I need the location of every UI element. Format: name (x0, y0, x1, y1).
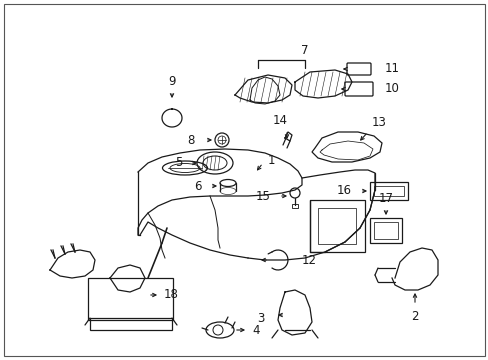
Text: 4: 4 (251, 324, 259, 337)
Text: 18: 18 (163, 288, 179, 302)
Text: 6: 6 (194, 180, 202, 193)
Text: 1: 1 (267, 153, 275, 166)
Text: 7: 7 (301, 44, 308, 57)
Text: 13: 13 (371, 116, 386, 129)
Text: 8: 8 (187, 134, 195, 147)
Text: 2: 2 (410, 310, 418, 323)
Text: 16: 16 (336, 184, 351, 198)
Bar (369, 182, 407, 200)
Bar (317, 208, 355, 244)
Text: 12: 12 (302, 255, 316, 267)
Text: 14: 14 (272, 114, 287, 127)
Bar (373, 222, 397, 239)
Text: 10: 10 (384, 82, 399, 95)
Bar (88, 278, 173, 320)
Text: 9: 9 (168, 75, 175, 88)
Bar (373, 186, 403, 196)
Bar (291, 204, 297, 208)
Bar (369, 218, 401, 243)
Text: 3: 3 (257, 311, 264, 324)
Text: 5: 5 (174, 157, 182, 170)
Bar (90, 318, 172, 330)
Text: 15: 15 (256, 189, 270, 202)
Text: 11: 11 (384, 63, 399, 76)
Text: 17: 17 (378, 192, 393, 205)
Bar (309, 200, 364, 252)
